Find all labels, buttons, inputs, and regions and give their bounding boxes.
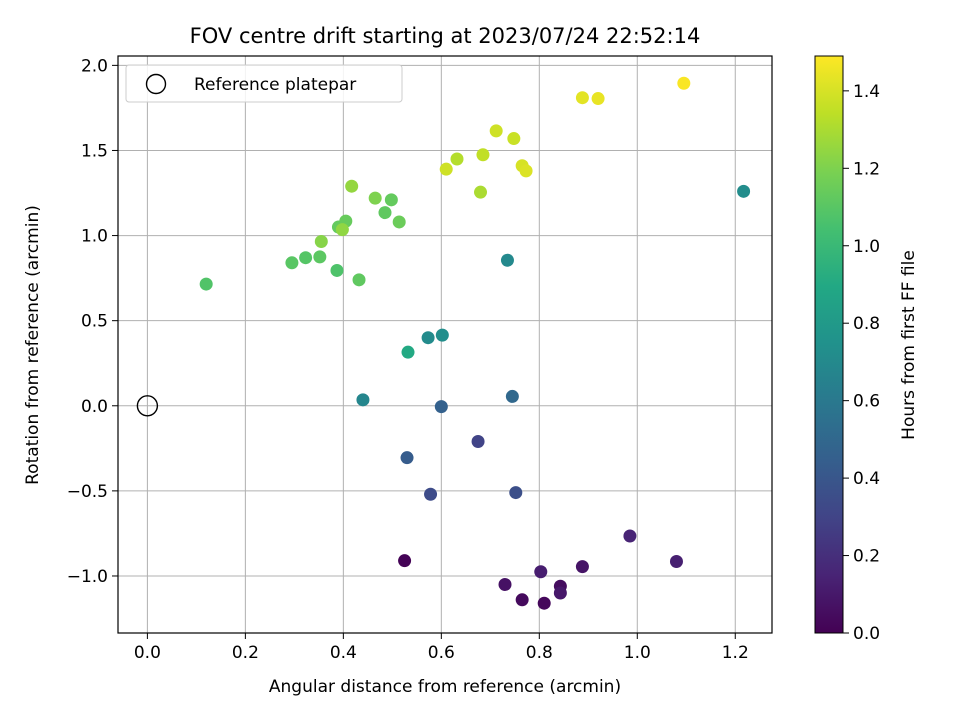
x-tick-label: 1.2 (722, 643, 749, 663)
colorbar-tick-label: 1.0 (853, 237, 880, 257)
data-point (505, 389, 519, 403)
data-point (345, 179, 359, 193)
data-point (368, 191, 382, 205)
data-point (356, 393, 370, 407)
data-point (335, 223, 349, 237)
colorbar-ticks: 0.0 0.2 0.4 0.6 0.8 1.0 1.2 1.4 (843, 82, 880, 644)
legend-marker-open-circle (145, 73, 167, 95)
data-point (378, 206, 392, 220)
data-point (330, 263, 344, 277)
y-tick-label: 0.0 (81, 397, 108, 417)
y-tick-label: 1.0 (81, 227, 108, 247)
data-point (507, 132, 521, 146)
data-point (392, 215, 406, 229)
y-axis-ticks: −1.0 −0.5 0.0 0.5 1.0 1.5 2.0 (67, 56, 118, 587)
x-tick-label: 0.6 (428, 643, 455, 663)
data-point (435, 328, 449, 342)
colorbar-gradient (815, 56, 843, 633)
data-point (199, 277, 213, 291)
y-tick-label: 2.0 (81, 56, 108, 76)
data-point (313, 250, 327, 264)
legend-box (125, 64, 403, 103)
x-tick-label: 1.0 (624, 643, 651, 663)
data-point (677, 76, 691, 90)
data-point (299, 251, 313, 265)
data-point (591, 92, 605, 106)
data-point (509, 486, 523, 500)
data-point (434, 400, 448, 414)
data-point (398, 554, 412, 568)
reference-platepar-marker (136, 395, 159, 417)
y-tick-label: 1.5 (81, 141, 108, 161)
colorbar-tick-label: 1.2 (853, 159, 880, 179)
data-point (575, 91, 589, 105)
chart-title: FOV centre drift starting at 2023/07/24 … (190, 24, 701, 48)
y-axis-label: Rotation from reference (arcmin) (23, 205, 43, 485)
legend-label: Reference platepar (194, 75, 356, 95)
data-point (424, 487, 438, 501)
data-point (537, 596, 551, 610)
y-tick-label: −1.0 (67, 567, 108, 587)
colorbar-tick-label: 0.4 (853, 469, 880, 489)
colorbar-tick-label: 0.6 (853, 392, 880, 412)
colorbar-tick-label: 0.2 (853, 547, 880, 567)
x-axis-label: Angular distance from reference (arcmin) (269, 677, 621, 697)
y-tick-label: −0.5 (67, 482, 108, 502)
colorbar-label: Hours from first FF file (899, 250, 919, 440)
y-tick-label: 0.5 (81, 312, 108, 332)
x-tick-label: 0.8 (526, 643, 553, 663)
data-point (450, 152, 464, 166)
reference-marker-layer (136, 395, 159, 417)
data-point (352, 273, 366, 287)
data-point (519, 164, 533, 178)
data-point (285, 256, 299, 270)
colorbar-tick-label: 0.8 (853, 314, 880, 334)
data-point (500, 253, 514, 267)
data-point (515, 593, 529, 607)
data-point (575, 560, 589, 574)
legend: Reference platepar (125, 64, 403, 103)
data-point (476, 148, 490, 162)
grid-lines (118, 56, 772, 633)
colorbar-tick-label: 1.4 (853, 82, 880, 102)
data-points (199, 76, 751, 610)
data-point (384, 193, 398, 207)
data-point (498, 577, 512, 591)
plot-area-frame (117, 55, 773, 634)
x-tick-label: 0.0 (134, 643, 161, 663)
data-point (439, 162, 453, 176)
data-point (401, 345, 415, 359)
data-point (471, 435, 485, 449)
data-point (400, 451, 414, 465)
data-point (421, 331, 435, 345)
x-tick-label: 0.2 (232, 643, 259, 663)
colorbar-tick-label: 0.0 (853, 624, 880, 644)
data-point (314, 235, 328, 249)
data-point (669, 555, 683, 569)
data-point (623, 529, 637, 543)
colorbar-frame (814, 55, 844, 634)
data-point (553, 586, 567, 600)
data-point (474, 185, 488, 199)
data-point (534, 565, 548, 579)
data-point (737, 184, 751, 198)
x-axis-ticks: 0.0 0.2 0.4 0.6 0.8 1.0 1.2 (134, 633, 749, 663)
colorbar: 0.0 0.2 0.4 0.6 0.8 1.0 1.2 1.4 Hours from firs… (814, 55, 919, 644)
data-point (489, 124, 503, 138)
x-tick-label: 0.4 (330, 643, 357, 663)
